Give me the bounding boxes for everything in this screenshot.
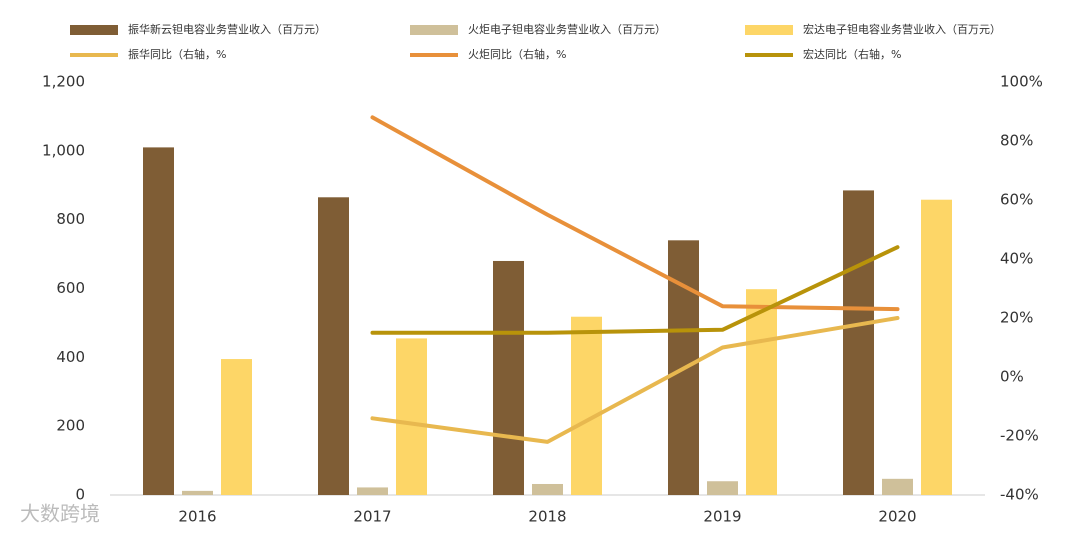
x-tick-label: 2019 — [703, 508, 741, 526]
bar — [746, 289, 777, 495]
y2-tick-label: 100% — [1000, 73, 1043, 91]
x-tick-label: 2020 — [878, 508, 916, 526]
bar — [493, 260, 524, 495]
y-tick-label: 200 — [56, 417, 85, 435]
y2-tick-label: 20% — [1000, 309, 1033, 327]
legend-label: 宏达电子钽电容业务营业收入（百万元） — [803, 22, 1001, 36]
y-tick-label: 1,200 — [42, 73, 85, 91]
y-tick-label: 1,000 — [42, 141, 85, 159]
bar — [143, 147, 174, 495]
bar — [571, 316, 602, 495]
y-tick-label: 600 — [56, 279, 85, 297]
bar — [882, 478, 913, 495]
bar — [532, 483, 563, 495]
y2-tick-label: 60% — [1000, 191, 1033, 209]
bar — [318, 197, 349, 495]
legend-swatch — [70, 25, 118, 35]
legend-label: 火炬电子钽电容业务营业收入（百万元） — [468, 22, 666, 36]
legend-label: 宏达同比（右轴，% — [803, 47, 901, 61]
bar — [396, 338, 427, 495]
y2-tick-label: 80% — [1000, 132, 1033, 150]
y2-tick-label: -20% — [1000, 427, 1039, 445]
watermark: 大数跨境 — [20, 502, 100, 526]
y-tick-label: 0 — [75, 486, 85, 504]
y2-tick-label: -40% — [1000, 486, 1039, 504]
bar — [182, 490, 213, 495]
x-tick-label: 2017 — [353, 508, 391, 526]
y-tick-label: 400 — [56, 348, 85, 366]
legend-label: 火炬同比（右轴，% — [468, 47, 566, 61]
bar — [707, 481, 738, 495]
x-tick-label: 2018 — [528, 508, 566, 526]
legend-swatch — [410, 25, 458, 35]
legend-label: 振华同比（右轴，% — [128, 47, 226, 61]
bar — [921, 199, 952, 495]
y2-tick-label: 0% — [1000, 368, 1024, 386]
line — [370, 316, 900, 444]
bar — [357, 487, 388, 495]
line — [370, 115, 900, 312]
bar — [221, 359, 252, 495]
legend-label: 振华新云钽电容业务营业收入（百万元） — [128, 22, 326, 36]
bar — [843, 190, 874, 495]
legend-swatch — [745, 25, 793, 35]
y2-tick-label: 40% — [1000, 250, 1033, 268]
x-tick-label: 2016 — [178, 508, 216, 526]
line — [370, 245, 900, 335]
y-tick-label: 800 — [56, 210, 85, 228]
